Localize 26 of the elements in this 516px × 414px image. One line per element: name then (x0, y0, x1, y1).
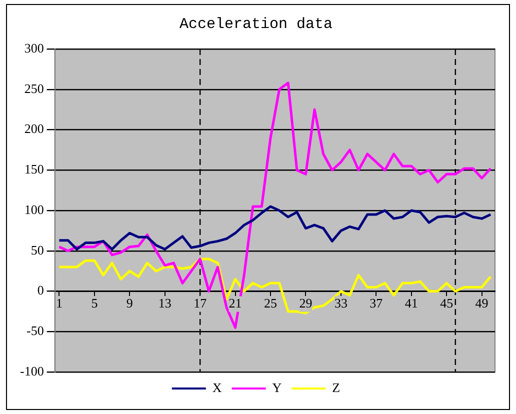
x-tick-label: 29 (299, 295, 312, 310)
x-tick-label: 49 (475, 295, 488, 310)
y-tick-label: 0 (37, 282, 44, 298)
y-tick-label: -100 (20, 363, 44, 378)
x-tick-label: 5 (91, 295, 98, 310)
x-tick-label: 33 (334, 295, 348, 310)
x-tick-label: 25 (264, 295, 278, 310)
y-tick-label: -50 (26, 323, 44, 338)
x-tick-label: 21 (228, 295, 242, 310)
y-tick-label: 50 (30, 242, 44, 258)
y-tick-label: 250 (24, 80, 44, 96)
legend-label: Z (332, 380, 340, 395)
x-tick-label: 13 (158, 295, 172, 310)
x-tick-label: 1 (56, 295, 62, 310)
y-tick-label: 300 (24, 40, 44, 56)
x-tick-label: 17 (194, 295, 208, 310)
y-tick-label: 150 (24, 162, 44, 177)
x-tick-label: 37 (370, 295, 384, 310)
x-tick-label: 41 (404, 295, 418, 310)
chart-title: Acceleration data (179, 16, 333, 33)
y-tick-label: 100 (24, 202, 44, 217)
x-tick-label: 9 (126, 295, 133, 310)
x-tick-label: 45 (440, 295, 454, 310)
legend-label: Y (272, 380, 282, 395)
y-tick-label: 200 (24, 121, 44, 136)
legend-label: X (212, 380, 222, 395)
